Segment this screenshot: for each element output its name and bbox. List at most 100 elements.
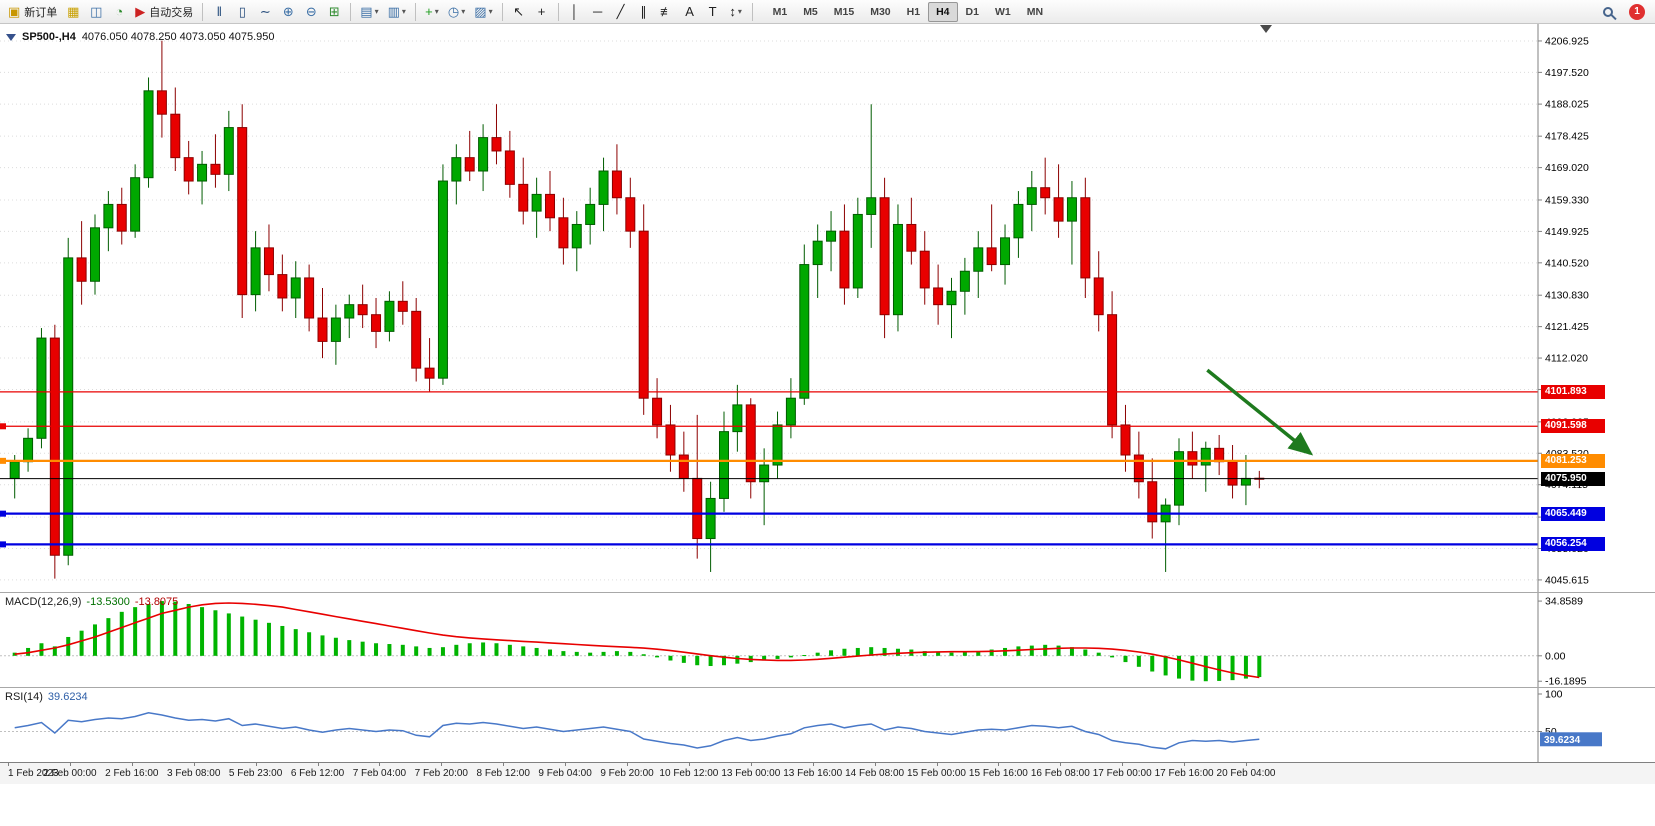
channel-button[interactable]: ∥ (633, 2, 655, 22)
indicators-button[interactable]: + ▾ (421, 2, 443, 22)
timeframe-m15[interactable]: M15 (833, 5, 855, 18)
timeframe-h1[interactable]: H1 (906, 5, 921, 18)
timeframe-h4[interactable]: H4 (928, 1, 958, 22)
dropdown-caret-icon[interactable]: ▾ (401, 7, 406, 16)
fibonacci-icon: ≢ (660, 4, 674, 19)
periods-button[interactable]: ◷ ▾ (444, 2, 469, 22)
templates-button[interactable]: ▨ ▾ (470, 2, 496, 22)
svg-text:-16.1895: -16.1895 (1545, 676, 1587, 688)
new-chart-button[interactable]: ▤ ▾ (356, 2, 382, 22)
timeframe-d1[interactable]: D1 (965, 5, 979, 18)
support-line-2[interactable] (0, 541, 1538, 548)
one-click-trading-toggle[interactable] (6, 33, 16, 41)
autotrading-button[interactable]: ▶ 自动交易 (131, 2, 197, 22)
fibonacci-button[interactable]: ≢ (656, 2, 678, 22)
navigator-icon: ◫ (90, 4, 103, 19)
strategy-tester-button[interactable]: ◔ (108, 2, 130, 22)
timeframe-toolbar: M1 M5 M15 M30 H1 H4 D1 W1 MN (765, 1, 1051, 22)
trendline-button[interactable]: ╱ (610, 2, 632, 22)
zoom-in-button[interactable]: ⊕ (277, 2, 299, 22)
time-label: 3 Feb 08:00 (167, 768, 221, 779)
toolbar-separator (501, 2, 503, 21)
time-label: 13 Feb 00:00 (721, 768, 781, 779)
chart-shift-marker[interactable] (1260, 25, 1272, 33)
support-line-1[interactable] (0, 510, 1538, 517)
timeframe-m5[interactable]: M5 (803, 5, 818, 18)
time-label: 20 Feb 04:00 (1216, 768, 1276, 779)
bar-chart-button[interactable]: ‖ (208, 2, 230, 22)
svg-text:4197.520: 4197.520 (1545, 67, 1589, 79)
svg-text:50: 50 (1545, 726, 1557, 738)
svg-text:39.6234: 39.6234 (1544, 735, 1581, 746)
timeframe-m1[interactable]: M1 (772, 5, 788, 18)
price-gridlines (0, 40, 1538, 581)
market-watch-icon: ▦ (67, 4, 80, 19)
search-icon (1603, 6, 1613, 17)
price-badge-current-price-line: 4075.950 (1541, 471, 1605, 486)
profiles-button[interactable]: ▥ ▾ (384, 2, 410, 22)
time-tick (936, 763, 938, 766)
time-label: 6 Feb 12:00 (290, 768, 345, 779)
time-axis[interactable]: 1 Feb 2023 2 Feb 00:00 2 Feb 16:00 3 Feb 08… (0, 762, 1655, 784)
time-tick (255, 763, 257, 766)
macd-canvas[interactable]: 34.8589 0.00 -16.1895 (0, 593, 1655, 688)
svg-text:4169.020: 4169.020 (1545, 162, 1589, 174)
arrows-icon: ↕ (729, 4, 736, 19)
time-tick (688, 763, 690, 766)
timeframe-m30[interactable]: M30 (870, 5, 891, 18)
time-tick (750, 763, 752, 766)
zoom-out-button[interactable]: ⊖ (300, 2, 322, 22)
navigator-button[interactable]: ◫ (85, 2, 107, 22)
svg-text:4178.425: 4178.425 (1545, 131, 1589, 143)
dropdown-caret-icon[interactable]: ▾ (461, 7, 466, 16)
timeframe-mn[interactable]: MN (1026, 5, 1044, 18)
price-chart-pane[interactable]: 4206.925 4197.520 4188.025 4178.425 4169.020… (0, 24, 1655, 592)
price-scale[interactable]: 34.8589 0.00 -16.1895 (1537, 593, 1587, 688)
rsi-pane[interactable]: 100 50 39.6234 RSI(14) 39.6234 (0, 687, 1655, 763)
time-label: 15 Feb 16:00 (968, 768, 1028, 779)
dropdown-caret-icon[interactable]: ▾ (374, 7, 379, 16)
text-button[interactable]: A (679, 2, 701, 22)
horizontal-line-button[interactable]: ─ (587, 2, 609, 22)
annotation-arrow[interactable] (1206, 368, 1314, 456)
text-label-button[interactable]: T (702, 2, 724, 22)
time-tick (565, 763, 567, 766)
svg-text:4188.025: 4188.025 (1545, 99, 1589, 111)
time-label: 15 Feb 00:00 (907, 768, 966, 779)
time-tick (1122, 763, 1124, 766)
time-label: 8 Feb 12:00 (476, 768, 530, 779)
dropdown-caret-icon[interactable]: ▾ (737, 7, 742, 16)
new-order-button[interactable]: ▣ 新订单 (4, 2, 61, 22)
notification-badge[interactable]: 1 (1629, 3, 1645, 20)
profiles-icon: ▥ (387, 4, 400, 19)
search-button[interactable] (1597, 2, 1619, 22)
time-label: 14 Feb 08:00 (845, 768, 905, 779)
tile-windows-button[interactable]: ⊞ (323, 2, 345, 22)
macd-title: MACD(12,26,9) (5, 596, 82, 608)
rsi-title: RSI(14) (5, 691, 43, 703)
dropdown-caret-icon[interactable]: ▾ (488, 7, 493, 16)
new-order-icon: ▣ (8, 4, 21, 19)
toolbar-separator (414, 2, 416, 21)
timeframe-w1[interactable]: W1 (994, 5, 1011, 18)
toolbar-separator (202, 2, 204, 21)
price-chart-canvas[interactable]: 4206.925 4197.520 4188.025 4178.425 4169.020… (0, 24, 1655, 592)
macd-pane[interactable]: 34.8589 0.00 -16.1895 MACD(12,26,9) -13.530… (0, 592, 1655, 688)
resistance-line-2[interactable] (0, 423, 1538, 430)
line-chart-button[interactable]: ∼ (254, 2, 276, 22)
candlestick-chart-button[interactable]: ▯ (231, 2, 253, 22)
templates-icon: ▨ (474, 4, 487, 19)
autotrading-button-label: 自动交易 (149, 6, 194, 19)
cursor-button[interactable]: ↖ (508, 2, 530, 22)
arrows-button[interactable]: ↕ ▾ (725, 2, 747, 22)
price-scale[interactable]: 100 50 (1537, 688, 1563, 763)
pivot-line[interactable] (0, 457, 1538, 464)
vertical-line-button[interactable]: │ (564, 2, 586, 22)
market-watch-button[interactable]: ▦ (62, 2, 84, 22)
time-tick (503, 763, 505, 766)
svg-text:0.00: 0.00 (1545, 650, 1566, 662)
dropdown-caret-icon[interactable]: ▾ (434, 7, 439, 16)
crosshair-button[interactable]: + (531, 2, 553, 22)
